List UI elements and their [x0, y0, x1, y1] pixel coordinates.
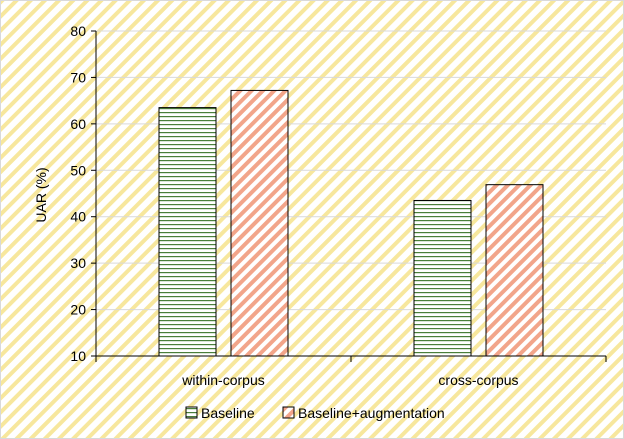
y-tick-label: 80: [70, 23, 86, 39]
category-label: within-corpus: [181, 372, 264, 388]
legend-swatch: [186, 407, 197, 418]
y-tick-label: 30: [70, 255, 86, 271]
legend-label: Baseline+augmentation: [298, 405, 445, 421]
bar-augmentation-cross-corpus: [486, 185, 543, 356]
legend-swatch: [283, 407, 294, 418]
y-tick-label: 10: [70, 348, 86, 364]
y-tick-label: 40: [70, 209, 86, 225]
bar-augmentation-within-corpus: [231, 90, 288, 356]
y-tick-label: 50: [70, 162, 86, 178]
bar-baseline-cross-corpus: [414, 200, 471, 356]
bar-baseline-within-corpus: [159, 108, 216, 356]
category-label: cross-corpus: [438, 372, 518, 388]
y-tick-label: 60: [70, 116, 86, 132]
y-tick-label: 70: [70, 69, 86, 85]
legend-label: Baseline: [201, 405, 255, 421]
legend: Baseline Baseline+augmentation: [186, 405, 445, 421]
y-axis-title: UAR (%): [33, 167, 49, 222]
y-tick-label: 20: [70, 302, 86, 318]
